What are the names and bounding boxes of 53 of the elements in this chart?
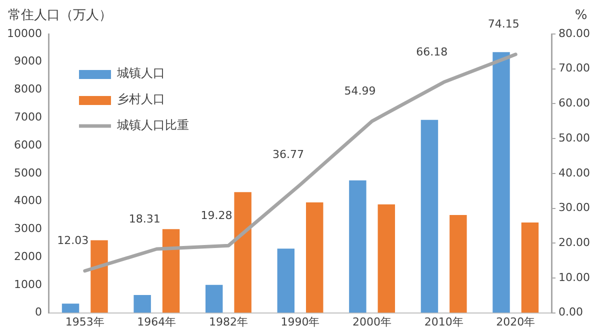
y2-axis-title: %: [574, 8, 588, 23]
bar: [521, 222, 539, 313]
legend-label: 城镇人口比重: [116, 118, 189, 132]
bar: [134, 294, 151, 313]
bar: [90, 240, 108, 313]
bar: [277, 248, 295, 313]
x-tick-label: 2010年: [424, 315, 464, 328]
bar: [162, 229, 180, 313]
y-tick-label: 5000: [14, 166, 42, 180]
y2-tick-label: 30.00: [558, 201, 590, 214]
data-label: 19.28: [200, 208, 232, 222]
y2-tick-label: 60.00: [558, 96, 590, 110]
x-tick-label: 2020年: [496, 315, 536, 328]
y-tick-label: 8000: [14, 82, 42, 96]
y-tick-label: 3000: [14, 222, 42, 236]
bar: [62, 304, 80, 313]
data-label: 18.31: [128, 212, 160, 226]
y2-tick-label: 80.00: [558, 26, 590, 40]
y-tick-label: 4000: [14, 194, 42, 208]
x-tick-label: 1990年: [280, 315, 320, 328]
y-tick-label: 2000: [14, 250, 42, 263]
bar: [450, 214, 467, 313]
x-tick-label: 1964年: [137, 315, 176, 328]
data-label: 12.03: [57, 234, 89, 248]
y2-tick-label: 70.00: [558, 62, 590, 75]
y2-tick-label: 40.00: [558, 166, 590, 180]
bar: [349, 180, 366, 313]
bar: [306, 202, 324, 313]
y2-tick-label: 20.00: [558, 236, 590, 249]
bar: [205, 284, 223, 313]
y2-tick-label: 10.00: [558, 270, 590, 284]
x-tick-label: 1982年: [208, 315, 248, 328]
y-tick-label: 1000: [14, 278, 42, 291]
y-tick-label: 7000: [14, 110, 42, 124]
data-label: 66.18: [416, 46, 448, 59]
y-tick-label: 9000: [14, 54, 42, 68]
legend-label: 乡村人口: [116, 92, 165, 106]
legend-label: 城镇人口: [116, 66, 165, 80]
data-label: 54.99: [344, 84, 376, 98]
y2-tick-label: 0.00: [558, 306, 584, 319]
bar: [492, 52, 510, 313]
x-tick-label: 1953年: [65, 315, 104, 328]
y-tick-label: 10000: [6, 26, 42, 40]
bar: [420, 120, 438, 313]
y-tick-label: 0: [34, 306, 42, 319]
x-tick-label: 2000年: [352, 315, 392, 328]
y-axis-title: 常住人口（万人）: [8, 8, 112, 23]
y-tick-label: 6000: [14, 138, 42, 152]
data-label: 74.15: [488, 18, 520, 31]
y2-tick-label: 50.00: [558, 131, 590, 144]
bar: [378, 204, 396, 313]
data-label: 36.77: [272, 148, 304, 162]
bar: [234, 192, 252, 313]
